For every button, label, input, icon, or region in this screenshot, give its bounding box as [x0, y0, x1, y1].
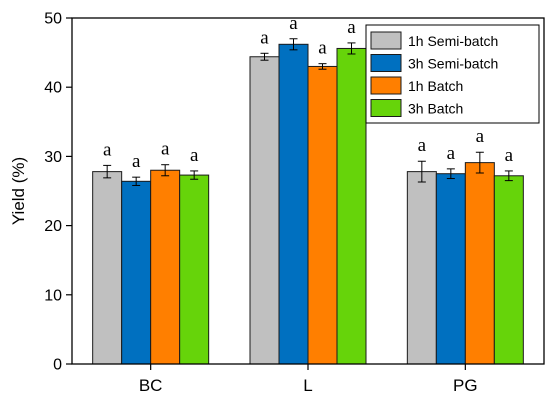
- legend-swatch: [370, 99, 402, 117]
- bar: [278, 43, 309, 365]
- significance-label: a: [260, 27, 269, 48]
- significance-label: a: [190, 145, 199, 166]
- significance-label: a: [132, 151, 141, 172]
- significance-label: a: [447, 143, 456, 164]
- y-tick-label: 30: [44, 149, 62, 166]
- bar: [435, 173, 466, 365]
- bar: [249, 56, 280, 365]
- bar: [92, 171, 123, 365]
- bar: [307, 65, 338, 365]
- bar: [406, 171, 437, 365]
- bar: [150, 169, 181, 365]
- y-tick-label: 0: [53, 357, 62, 374]
- bar: [121, 180, 152, 365]
- x-tick-label: BC: [139, 376, 163, 395]
- plot-frame: [71, 17, 545, 365]
- bar: [493, 175, 524, 365]
- bar: [336, 47, 367, 365]
- bar: [464, 162, 495, 365]
- x-tick-label: PG: [453, 376, 478, 395]
- legend-label: 1h Semi-batch: [408, 33, 498, 49]
- bar: [179, 174, 210, 365]
- y-tick-label: 20: [44, 218, 62, 235]
- legend-swatch: [370, 76, 402, 95]
- significance-label: a: [318, 38, 327, 59]
- significance-label: a: [289, 13, 298, 34]
- x-tick-label: L: [303, 376, 312, 395]
- significance-label: a: [418, 135, 427, 156]
- legend-label: 3h Batch: [408, 101, 463, 117]
- legend-label: 1h Batch: [408, 78, 463, 94]
- significance-label: a: [347, 17, 356, 38]
- y-axis-title: Yield (%): [9, 157, 28, 225]
- legend-swatch: [370, 31, 402, 50]
- significance-label: a: [505, 145, 514, 166]
- y-tick-label: 50: [44, 11, 62, 28]
- significance-label: a: [103, 139, 112, 160]
- y-tick-label: 10: [44, 287, 62, 304]
- significance-label: a: [476, 126, 485, 147]
- y-tick-label: 40: [44, 80, 62, 97]
- legend-label: 3h Semi-batch: [408, 56, 498, 72]
- legend-swatch: [370, 54, 402, 72]
- significance-label: a: [161, 139, 170, 160]
